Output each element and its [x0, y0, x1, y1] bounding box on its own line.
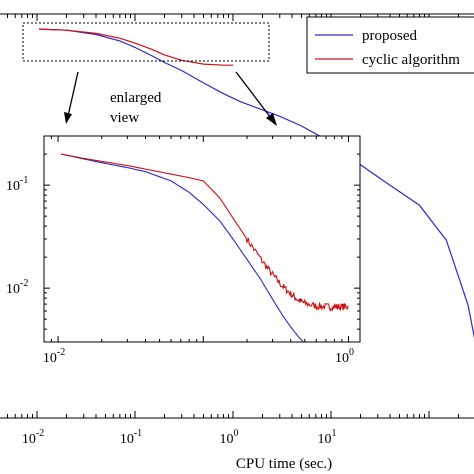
inset-series-cyclic-algorithm: [60, 153, 349, 312]
legend-label-cyclic: cyclic algorithm: [362, 52, 460, 68]
annotation-enlarged: enlarged: [110, 90, 162, 106]
main-x-tick-label: 10-1: [120, 428, 142, 447]
main-x-tick-label: 10-2: [22, 428, 44, 447]
main-x-tick-label: 100: [219, 428, 238, 447]
legend: proposed cyclic algorithm: [306, 16, 474, 74]
inset-plot-frame: [43, 135, 361, 343]
main-series-lines: [39, 28, 474, 339]
annotation-view: view: [110, 110, 139, 126]
main-series-proposed: [39, 28, 474, 339]
zoom-region-box: [22, 22, 270, 62]
inset-series-lines: [60, 153, 349, 342]
legend-label-proposed: proposed: [362, 28, 417, 44]
right-arrow: [235, 71, 277, 126]
inset-y-tick-label: 10-1: [6, 175, 28, 194]
inset-series-proposed: [60, 153, 305, 342]
inset-x-tick-label: 100: [335, 347, 354, 366]
left-arrow: [64, 71, 79, 124]
legend-box: [306, 16, 474, 74]
inset-y-tick-label: 10-2: [6, 278, 28, 297]
inset-background: [44, 136, 360, 342]
main-series-cyclic-algorithm: [39, 28, 233, 66]
inset-x-tick-label: 10-2: [43, 347, 65, 366]
x-axis-label: CPU time (sec.): [236, 456, 332, 472]
main-plot-frame: [0, 13, 474, 419]
main-x-tick-labels: 10-2 10-1 100 101: [22, 428, 337, 447]
main-x-tick-label: 101: [317, 428, 336, 447]
